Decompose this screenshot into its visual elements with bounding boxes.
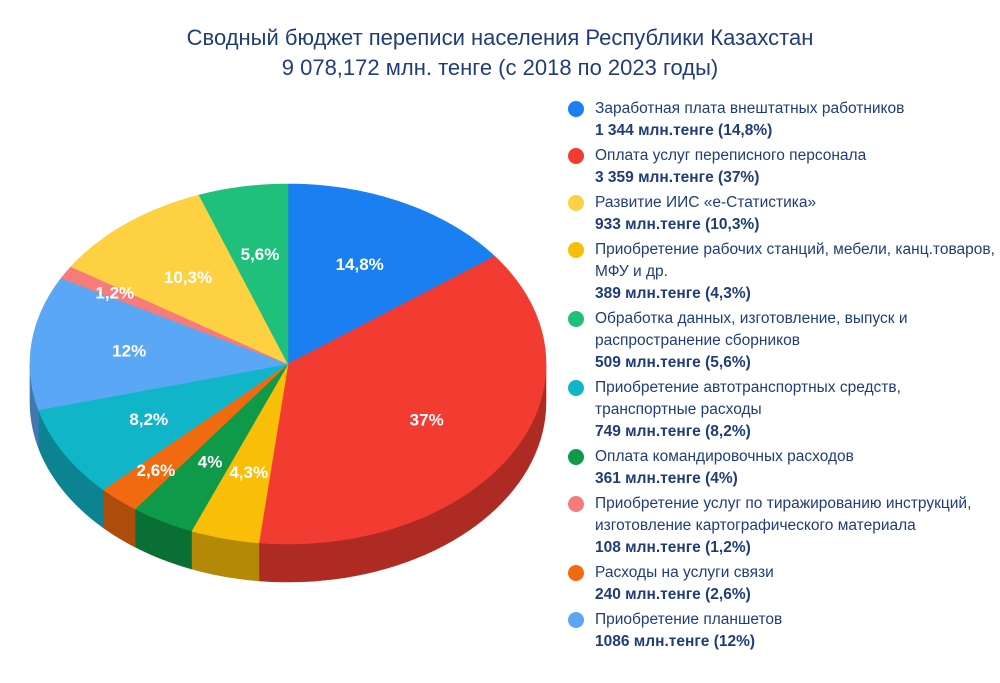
- slice-percent-label-9: 5,6%: [241, 245, 280, 264]
- chart-subtitle: 9 078,172 млн. тенге (с 2018 по 2023 год…: [281, 55, 719, 80]
- legend-item: Оплата командировочных расходов 361 млн.т…: [568, 446, 998, 490]
- pie-slice-5: [38, 363, 289, 491]
- legend-item: Приобретение рабочих станций, мебели, ка…: [568, 239, 998, 305]
- pie-slice-9: [198, 183, 289, 365]
- legend-item: Приобретение услуг по тиражированию инст…: [568, 493, 998, 559]
- legend-dot-icon: [568, 565, 584, 581]
- legend-value: 389 млн.тенге (4,3%): [595, 285, 751, 302]
- pie-slice-1: [258, 256, 547, 545]
- legend-value: 1086 млн.тенге (12%): [595, 633, 756, 650]
- legend-dot-icon: [568, 148, 584, 164]
- legend-dot-icon: [568, 242, 584, 258]
- legend-item: Заработная плата внештатных работников 1 …: [568, 98, 998, 142]
- legend-label: Приобретение автотранспортных средств, т…: [595, 379, 901, 418]
- pie-slice-2: [191, 363, 289, 544]
- legend-label: Оплата услуг переписного персонала: [595, 147, 867, 164]
- legend-value: 933 млн.тенге (10,3%): [595, 216, 760, 233]
- legend-label: Приобретение услуг по тиражированию инст…: [595, 495, 972, 534]
- legend-value: 1 344 млн.тенге (14,8%): [595, 122, 773, 139]
- pie-sides: [29, 363, 547, 583]
- slice-percent-label-8: 10,3%: [164, 268, 212, 287]
- pie-slice-4: [102, 363, 289, 510]
- legend-item: Развитие ИИС «е-Статистика» 933 млн.тенге…: [568, 192, 998, 236]
- legend-item: Оплата услуг переписного персонала 3 359 …: [568, 145, 998, 189]
- legend-value: 361 млн.тенге (4%): [595, 470, 738, 487]
- slice-percent-label-6: 12%: [112, 342, 146, 361]
- legend-label: Приобретение рабочих станций, мебели, ка…: [595, 241, 995, 280]
- legend-dot-icon: [568, 311, 584, 327]
- pie-slice-6: [29, 277, 290, 411]
- pie-slice-8: [70, 194, 289, 365]
- legend-item: Обработка данных, изготовление, выпуск и…: [568, 308, 998, 374]
- legend-value: 509 млн.тенге (5,6%): [595, 354, 751, 371]
- legend-dot-icon: [568, 101, 584, 117]
- legend-label: Развитие ИИС «е-Статистика»: [595, 194, 817, 211]
- legend-label: Расходы на услуги связи: [595, 564, 774, 581]
- legend-item: Расходы на услуги связи 240 млн.тенге (2,…: [568, 562, 998, 606]
- slice-percent-label-7: 1,2%: [95, 284, 134, 303]
- legend-value: 108 млн.тенге (1,2%): [595, 539, 751, 556]
- slice-percent-label-3: 4%: [198, 453, 223, 472]
- slice-percent-label-5: 8,2%: [129, 410, 168, 429]
- slice-percent-label-0: 14,8%: [336, 255, 384, 274]
- chart-title: Сводный бюджет переписи населения Респуб…: [186, 25, 814, 50]
- legend: Заработная плата внештатных работников 1 …: [568, 98, 998, 656]
- legend-dot-icon: [568, 380, 584, 396]
- legend-value: 3 359 млн.тенге (37%): [595, 169, 760, 186]
- legend-item: Приобретение автотранспортных средств, т…: [568, 377, 998, 443]
- pie-slice-3: [134, 363, 289, 532]
- slice-percent-label-2: 4,3%: [229, 463, 268, 482]
- legend-dot-icon: [568, 195, 584, 211]
- slice-percent-label-4: 2,6%: [137, 461, 176, 480]
- pie-slices: [29, 183, 547, 545]
- legend-dot-icon: [568, 449, 584, 465]
- legend-label: Заработная плата внештатных работников: [595, 100, 905, 117]
- legend-value: 749 млн.тенге (8,2%): [595, 423, 751, 440]
- legend-dot-icon: [568, 496, 584, 512]
- slice-percent-label-1: 37%: [410, 411, 444, 430]
- legend-label: Обработка данных, изготовление, выпуск и…: [595, 310, 908, 349]
- pie-slice-0: [287, 183, 496, 365]
- legend-label: Приобретение планшетов: [595, 611, 783, 628]
- legend-label: Оплата командировочных расходов: [595, 448, 854, 465]
- pie-labels: 14,8% 37% 4,3% 4% 2,6% 8,2% 12% 1,2% 10,3% 5,6%: [95, 245, 443, 482]
- legend-item: Приобретение планшетов 1086 млн.тенге (12…: [568, 609, 998, 653]
- legend-value: 240 млн.тенге (2,6%): [595, 586, 751, 603]
- legend-dot-icon: [568, 612, 584, 628]
- pie-slice-7: [60, 266, 289, 365]
